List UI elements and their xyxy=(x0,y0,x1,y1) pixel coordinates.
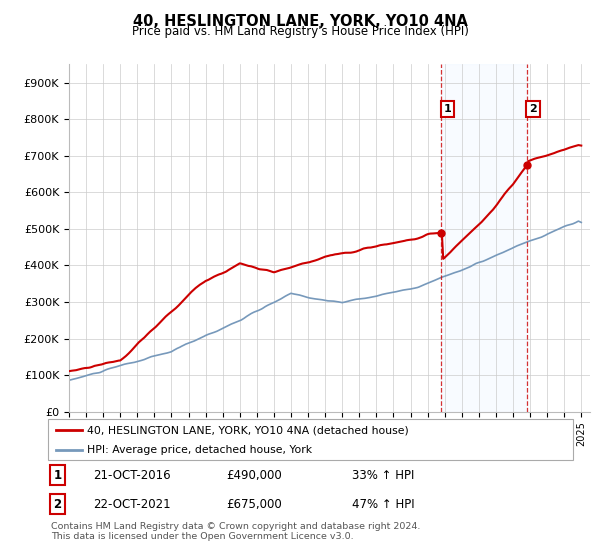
Text: 40, HESLINGTON LANE, YORK, YO10 4NA: 40, HESLINGTON LANE, YORK, YO10 4NA xyxy=(133,14,467,29)
Text: Price paid vs. HM Land Registry's House Price Index (HPI): Price paid vs. HM Land Registry's House … xyxy=(131,25,469,38)
FancyBboxPatch shape xyxy=(48,419,573,460)
Text: HPI: Average price, detached house, York: HPI: Average price, detached house, York xyxy=(88,445,313,455)
Text: 21-OCT-2016: 21-OCT-2016 xyxy=(92,469,170,482)
Text: 47% ↑ HPI: 47% ↑ HPI xyxy=(353,498,415,511)
Text: £675,000: £675,000 xyxy=(227,498,282,511)
Text: 2: 2 xyxy=(53,498,61,511)
Text: 1: 1 xyxy=(53,469,61,482)
Text: £490,000: £490,000 xyxy=(227,469,282,482)
Text: 33% ↑ HPI: 33% ↑ HPI xyxy=(353,469,415,482)
Text: 1: 1 xyxy=(444,104,452,114)
Text: Contains HM Land Registry data © Crown copyright and database right 2024.
This d: Contains HM Land Registry data © Crown c… xyxy=(51,522,421,542)
Text: 22-OCT-2021: 22-OCT-2021 xyxy=(92,498,170,511)
Text: 2: 2 xyxy=(529,104,537,114)
Bar xyxy=(441,64,527,412)
Text: 40, HESLINGTON LANE, YORK, YO10 4NA (detached house): 40, HESLINGTON LANE, YORK, YO10 4NA (det… xyxy=(88,426,409,436)
